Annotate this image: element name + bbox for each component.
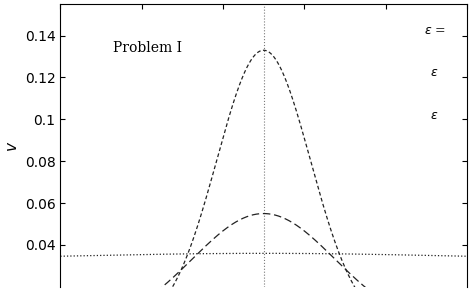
Y-axis label: v: v xyxy=(4,141,19,150)
Text: $\varepsilon$ =: $\varepsilon$ = xyxy=(424,24,446,37)
Text: $\varepsilon$: $\varepsilon$ xyxy=(430,109,439,122)
Text: $\varepsilon$: $\varepsilon$ xyxy=(430,66,439,79)
Text: Problem I: Problem I xyxy=(113,41,182,55)
